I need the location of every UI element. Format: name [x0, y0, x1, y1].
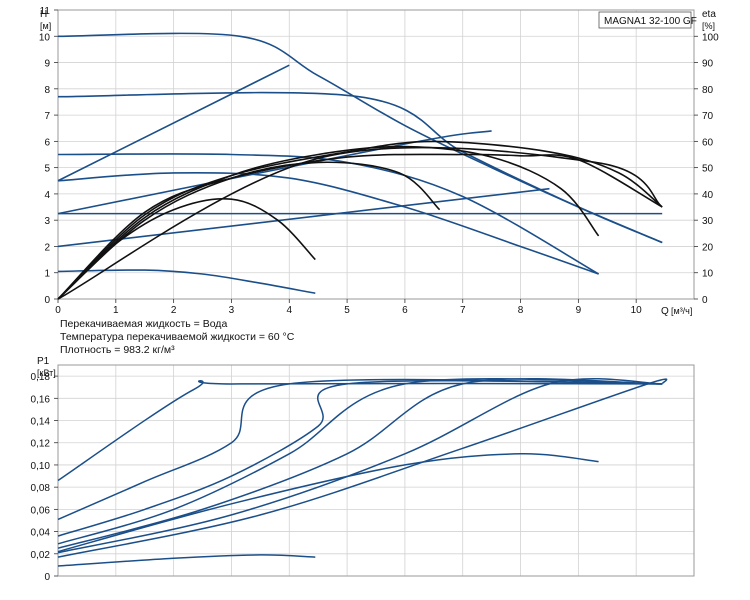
h-tick-label: 4: [44, 190, 50, 201]
eta-tick-label: 50: [702, 164, 714, 175]
fluid-temperature-text: Температура перекачиваемой жидкости = 60…: [60, 331, 295, 343]
h-tick-label: 0: [44, 295, 50, 306]
fluid-density-text: Плотность = 983.2 кг/м³: [60, 344, 175, 356]
q-tick-label: 1: [113, 305, 119, 316]
q-tick-label: 3: [229, 305, 235, 316]
q-tick-label: 4: [286, 305, 292, 316]
eta-tick-label: 20: [702, 242, 714, 253]
eta-tick-label: 30: [702, 216, 714, 227]
q-axis-unit: [м³/ч]: [671, 306, 692, 316]
p1-tick-label: 0,04: [31, 528, 51, 539]
power-curve: [57, 453, 599, 553]
eta-axis-unit: [%]: [702, 21, 715, 31]
power-curves: [57, 377, 668, 567]
q-tick-label: 7: [460, 305, 466, 316]
p1-tick-label: 0: [44, 572, 50, 583]
eta-tick-label: 100: [702, 32, 719, 43]
p1-axis-unit: [кВт]: [37, 368, 56, 378]
h-tick-label: 5: [44, 164, 50, 175]
h-tick-label: 10: [39, 32, 51, 43]
power-curve: [57, 377, 663, 545]
eta-tick-label: 70: [702, 111, 714, 122]
power-curve: [57, 377, 663, 554]
power-chart: 0 0,02 0,04 0,06 0,08 0,10 0,12 0,14 0,16 0,18 P1…: [31, 356, 695, 583]
eta-axis-label: eta: [702, 9, 716, 20]
fluid-liquid-text: Перекачиваемая жидкость = Вода: [60, 318, 227, 330]
h-tick-label: 6: [44, 137, 50, 148]
h-tick-label: 8: [44, 85, 50, 96]
p1-tick-label: 0,12: [31, 439, 51, 450]
p1-tick-label: 0,02: [31, 550, 51, 561]
power-plot-frame: [57, 364, 695, 577]
p1-tick-label: 0,16: [31, 394, 51, 405]
power-curve: [57, 378, 668, 558]
head-curve: [57, 187, 550, 248]
q-tick-label: 0: [55, 305, 61, 316]
power-curve: [57, 554, 316, 567]
efficiency-curve: [57, 198, 316, 300]
h-tick-label: 11: [40, 6, 51, 17]
eta-tick-label: 0: [702, 295, 708, 306]
eta-tick-label: 60: [702, 137, 714, 148]
head-axis-ticks: 0 1 2 3 4 5 6 7 8 9 10 11 0 10 20 30 40 50 60 70 80 90 100 0 1 2 3…: [39, 6, 719, 316]
q-tick-label: 6: [402, 305, 408, 316]
model-label: MAGNA1 32-100 GF: [604, 16, 697, 27]
head-curve: [57, 171, 599, 275]
q-tick-label: 8: [518, 305, 524, 316]
efficiency-curve: [57, 153, 663, 300]
head-curve: [57, 64, 290, 182]
head-efficiency-curves: [57, 32, 663, 300]
p1-tick-label: 0,08: [31, 483, 51, 494]
h-tick-label: 3: [44, 216, 50, 227]
fluid-info: Перекачиваемая жидкость = Вода Температу…: [60, 318, 295, 356]
head-efficiency-chart: 0 1 2 3 4 5 6 7 8 9 10 11 0 10 20 30 40 50 60 70 80 90 100 0 1 2 3…: [39, 6, 719, 317]
power-curve: [57, 377, 663, 549]
p1-axis-label: P1: [37, 356, 50, 367]
q-tick-label: 10: [631, 305, 643, 316]
h-tick-label: 1: [44, 269, 50, 280]
power-axis-ticks: 0 0,02 0,04 0,06 0,08 0,10 0,12 0,14 0,16 0,18: [31, 372, 58, 583]
efficiency-curve: [57, 161, 441, 300]
p1-tick-label: 0,06: [31, 505, 51, 516]
power-curve: [57, 380, 663, 482]
p1-tick-label: 0,10: [31, 461, 51, 472]
h-axis-unit: [м]: [40, 21, 51, 31]
p1-tick-label: 0,14: [31, 417, 51, 428]
head-curve: [57, 130, 492, 215]
eta-tick-label: 10: [702, 269, 714, 280]
eta-tick-label: 80: [702, 85, 714, 96]
h-tick-label: 2: [44, 242, 50, 253]
h-tick-label: 7: [44, 111, 50, 122]
model-label-box: [598, 11, 692, 29]
q-tick-label: 2: [171, 305, 177, 316]
head-curve: [57, 269, 316, 294]
efficiency-curve: [57, 146, 663, 300]
p1-tick-label: 0,18: [31, 372, 51, 383]
h-tick-label: 9: [44, 59, 50, 70]
q-tick-label: 5: [344, 305, 350, 316]
power-curve: [57, 379, 663, 537]
eta-tick-label: 90: [702, 59, 714, 70]
q-axis-label: Q: [661, 306, 669, 317]
q-tick-label: 9: [576, 305, 582, 316]
eta-tick-label: 40: [702, 190, 714, 201]
efficiency-curve: [57, 145, 600, 300]
h-axis-label: H: [40, 9, 47, 20]
